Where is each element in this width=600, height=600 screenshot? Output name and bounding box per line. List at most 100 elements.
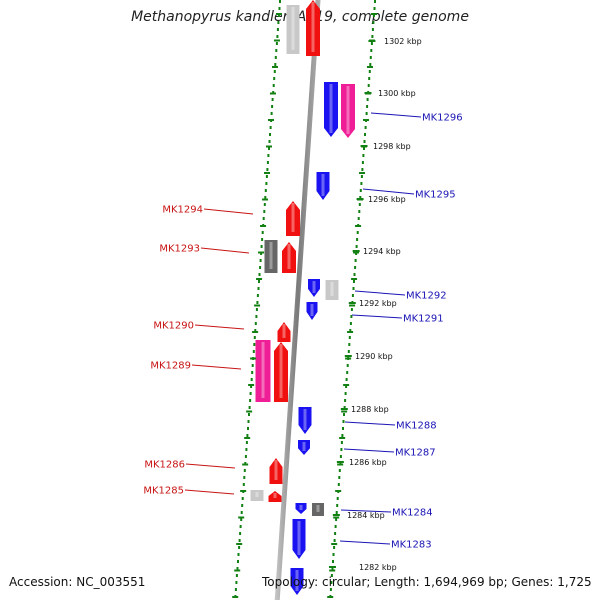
ruler-dot-left (263, 210, 266, 213)
ruler-dot-right (333, 539, 336, 542)
ruler-dot-left (235, 574, 238, 577)
ruler-dot-right (370, 42, 373, 45)
ruler-dot-right (347, 350, 350, 353)
ruler-dot-right (353, 280, 355, 283)
gene-leader-line (203, 208, 254, 215)
ruler-tick-minor (368, 39, 375, 42)
ruler-tick-minor (275, 13, 282, 15)
ruler-tick-minor (359, 172, 366, 174)
ruler-tick-minor (327, 596, 334, 598)
ruler-tick-minor (329, 569, 336, 572)
ruler-tick-minor (273, 39, 280, 42)
ruler-dot-left (259, 259, 262, 262)
gene-label-left: MK1286 (144, 460, 185, 471)
ruler-dot-right (354, 266, 357, 269)
ruler-dot-right (362, 154, 365, 157)
gene-mk1293 (282, 242, 296, 273)
ruler-tick-minor (264, 172, 271, 174)
ruler-tick-minor (353, 251, 360, 254)
scale-label: 1288 kbp (351, 405, 389, 414)
ruler-dot-right (352, 287, 355, 290)
ruler-dot-left (236, 567, 239, 570)
ruler-dot-right (356, 231, 359, 234)
ruler-dot-right (371, 35, 374, 38)
ruler-tick-minor (370, 13, 377, 15)
gene-mk1286 (269, 458, 283, 484)
accession-text: Accession: NC_003551 (9, 575, 146, 589)
gene-mk1283 (292, 519, 306, 559)
ruler-dot-left (241, 497, 244, 500)
ruler-dot-left (263, 203, 266, 206)
ruler-dot-left (273, 70, 276, 73)
ruler-tick-major (328, 566, 336, 568)
gene-features (250, 0, 355, 595)
ruler-tick-minor (335, 490, 342, 492)
backbone-line (274, 0, 321, 600)
ruler-dot-right (369, 63, 372, 66)
gene-mk1296-pseudo (341, 84, 355, 138)
scale-label: 1302 kbp (384, 37, 422, 46)
ruler-dot-right (350, 308, 353, 311)
ruler-tick-major (332, 514, 340, 516)
ruler-dot-left (241, 504, 244, 507)
scale-label: 1300 kbp (378, 89, 416, 98)
ruler-dot-right (334, 525, 337, 528)
ruler-tick-minor (266, 145, 273, 148)
gene-leader-line (191, 364, 242, 370)
ruler-dot-right (343, 406, 346, 409)
gene-leader-line (343, 448, 395, 453)
gene-label-right: MK1296 (422, 113, 463, 124)
ruler-dot-right (348, 343, 351, 346)
scale-label: 1286 kbp (349, 458, 387, 467)
ruler-dot-left (238, 539, 241, 542)
ruler-tick-minor (357, 198, 364, 201)
ruler-dot-left (258, 280, 260, 283)
gene-label-right: MK1291 (403, 314, 444, 325)
scale-label: 1294 kbp (363, 247, 401, 256)
ruler-dot-right (346, 371, 349, 374)
ruler-dot-right (358, 203, 361, 206)
gene-label-right: MK1287 (395, 448, 436, 459)
ruler-tick-minor (258, 251, 265, 254)
ruler-dot-right (330, 574, 333, 577)
ruler-dot-left (256, 294, 259, 297)
ruler-tick-minor (333, 516, 340, 519)
scale-label: 1282 kbp (359, 563, 397, 572)
ruler-dot-right (332, 553, 335, 556)
ruler-dot-left (251, 364, 254, 367)
ruler-dot-left (237, 553, 240, 556)
gene-mk1289 (274, 342, 288, 402)
ruler-dot-right (356, 238, 359, 241)
ruler-dot-right (345, 378, 348, 381)
ruler-dot-right (344, 392, 347, 395)
ruler-dot-right (331, 567, 334, 570)
ruler-dot-right (364, 126, 367, 129)
gene-mk1285 (268, 491, 282, 502)
gene-leader-line (340, 509, 392, 513)
ruler-dot-right (335, 511, 338, 514)
ruler-dot-right (370, 49, 373, 52)
gene-leader-line (354, 290, 406, 296)
ruler-dot-left (255, 315, 258, 318)
ruler-dot-left (245, 448, 248, 451)
ruler-dot-left (253, 343, 256, 346)
ruler-dot-right (360, 175, 363, 178)
gene-mk1287 (298, 440, 310, 455)
ruler-dot-left (240, 518, 243, 521)
ruler-tick-minor (254, 304, 261, 307)
ruler-dot-right (338, 469, 341, 472)
ruler-tick-minor (252, 331, 259, 333)
ruler-dot-left (244, 455, 247, 458)
gene-leader-line (184, 489, 235, 495)
ruler-dot-left (266, 168, 269, 171)
ruler-tick-minor (238, 516, 245, 519)
gene-label-left: MK1285 (143, 486, 184, 497)
ruler-dot-left (243, 476, 246, 479)
ruler-dot-left (261, 238, 264, 241)
gene-mk1293-gray (264, 240, 278, 273)
ruler-tick-minor (256, 278, 263, 280)
ruler-dot-right (344, 399, 347, 402)
ruler-dot-left (265, 182, 268, 185)
ruler-dot-right (361, 161, 364, 164)
